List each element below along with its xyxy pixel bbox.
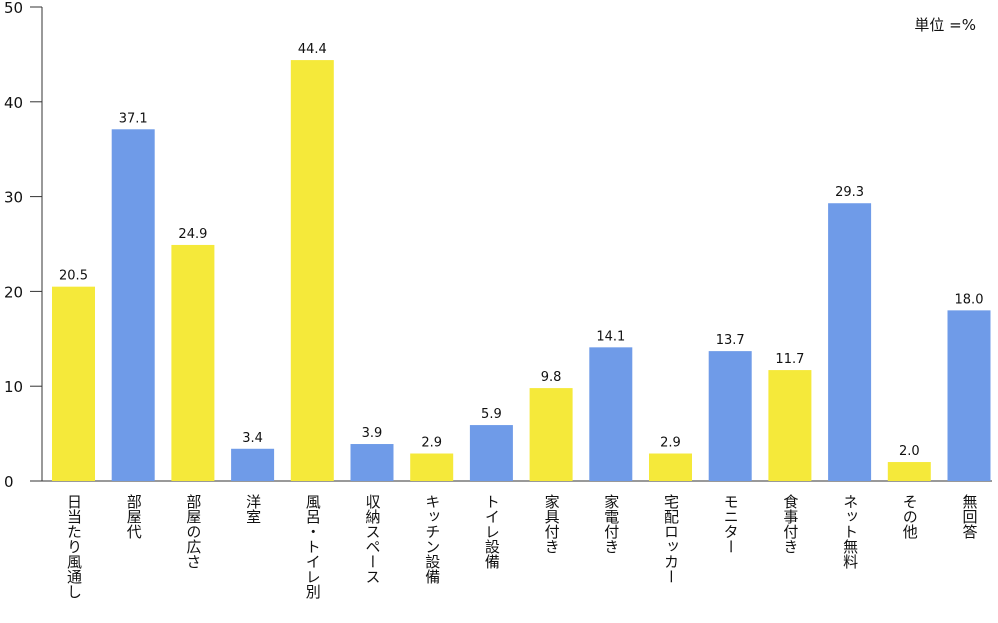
bar-12	[708, 351, 752, 481]
category-label-2: 部屋代	[125, 494, 143, 540]
y-tick-label-10: 10	[4, 378, 23, 396]
y-tick-label-30: 30	[4, 189, 23, 207]
value-label-14: 29.3	[835, 185, 864, 200]
category-label-1: 日当たり風通し	[65, 494, 83, 599]
bar-14	[828, 203, 872, 481]
value-label-7: 2.9	[421, 436, 442, 451]
category-label-7: キッチン設備	[423, 494, 441, 584]
value-label-16: 18.0	[955, 292, 984, 307]
category-label-9: 家具付き	[543, 494, 561, 554]
bar-13	[768, 370, 812, 481]
category-label-16: 無回答	[961, 494, 979, 539]
value-label-8: 5.9	[481, 407, 502, 422]
bar-1	[52, 286, 95, 481]
value-label-2: 37.1	[119, 111, 148, 126]
bar-11	[649, 453, 692, 481]
y-tick-label-20: 20	[4, 283, 23, 301]
category-label-13: 食事付き	[781, 494, 799, 554]
category-label-11: 宅配ロッカー	[662, 494, 680, 584]
y-tick-label-50: 50	[4, 0, 23, 17]
bar-5	[290, 60, 334, 481]
category-label-15: その他	[901, 494, 919, 540]
value-label-10: 14.1	[596, 329, 625, 344]
value-label-15: 2.0	[899, 444, 920, 459]
value-label-9: 9.8	[541, 370, 562, 385]
category-label-6: 収納スペース	[364, 494, 382, 584]
value-label-6: 3.9	[362, 426, 383, 441]
category-label-4: 洋室	[244, 494, 262, 524]
value-label-4: 3.4	[242, 431, 263, 446]
category-label-14: ネット無料	[841, 494, 859, 569]
bar-15	[887, 462, 931, 481]
category-label-10: 家電付き	[602, 494, 620, 554]
value-label-5: 44.4	[298, 42, 327, 57]
bar-10	[589, 347, 633, 481]
value-label-3: 24.9	[178, 227, 207, 242]
value-label-11: 2.9	[660, 436, 681, 451]
bar-16	[947, 310, 991, 481]
category-label-3: 部屋の広さ	[184, 494, 202, 569]
bar-6	[350, 444, 394, 481]
bar-2	[111, 129, 155, 482]
unit-label: 単位 =%	[914, 16, 976, 34]
bar-3	[171, 244, 215, 481]
bar-9	[529, 388, 573, 481]
value-label-12: 13.7	[716, 333, 745, 348]
category-label-5: 風呂・トイレ別	[304, 494, 322, 600]
bar-4	[231, 448, 275, 481]
category-label-12: モニター	[722, 494, 740, 554]
category-label-8: トイレ設備	[483, 494, 501, 569]
value-label-13: 11.7	[775, 352, 804, 367]
bar-7	[410, 453, 454, 481]
value-label-1: 20.5	[59, 269, 88, 284]
y-tick-label-40: 40	[4, 94, 23, 112]
bar-8	[469, 425, 513, 481]
y-tick-label-0: 0	[4, 473, 14, 491]
